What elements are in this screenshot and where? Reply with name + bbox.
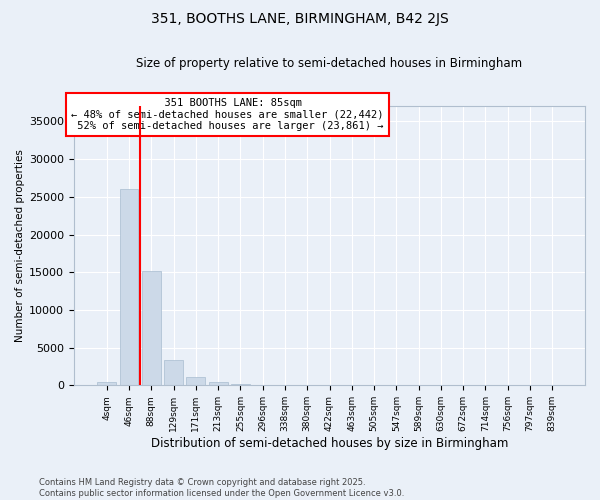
Bar bbox=[164, 360, 183, 386]
Y-axis label: Number of semi-detached properties: Number of semi-detached properties bbox=[15, 150, 25, 342]
Bar bbox=[119, 188, 139, 386]
Bar bbox=[187, 378, 205, 386]
Text: 351, BOOTHS LANE, BIRMINGHAM, B42 2JS: 351, BOOTHS LANE, BIRMINGHAM, B42 2JS bbox=[151, 12, 449, 26]
Bar bbox=[97, 382, 116, 386]
Bar bbox=[142, 271, 161, 386]
Title: Size of property relative to semi-detached houses in Birmingham: Size of property relative to semi-detach… bbox=[136, 58, 523, 70]
X-axis label: Distribution of semi-detached houses by size in Birmingham: Distribution of semi-detached houses by … bbox=[151, 437, 508, 450]
Text: Contains HM Land Registry data © Crown copyright and database right 2025.
Contai: Contains HM Land Registry data © Crown c… bbox=[39, 478, 404, 498]
Text: 351 BOOTHS LANE: 85sqm
← 48% of semi-detached houses are smaller (22,442)
 52% o: 351 BOOTHS LANE: 85sqm ← 48% of semi-det… bbox=[71, 98, 383, 131]
Bar bbox=[231, 384, 250, 386]
Bar bbox=[209, 382, 227, 386]
